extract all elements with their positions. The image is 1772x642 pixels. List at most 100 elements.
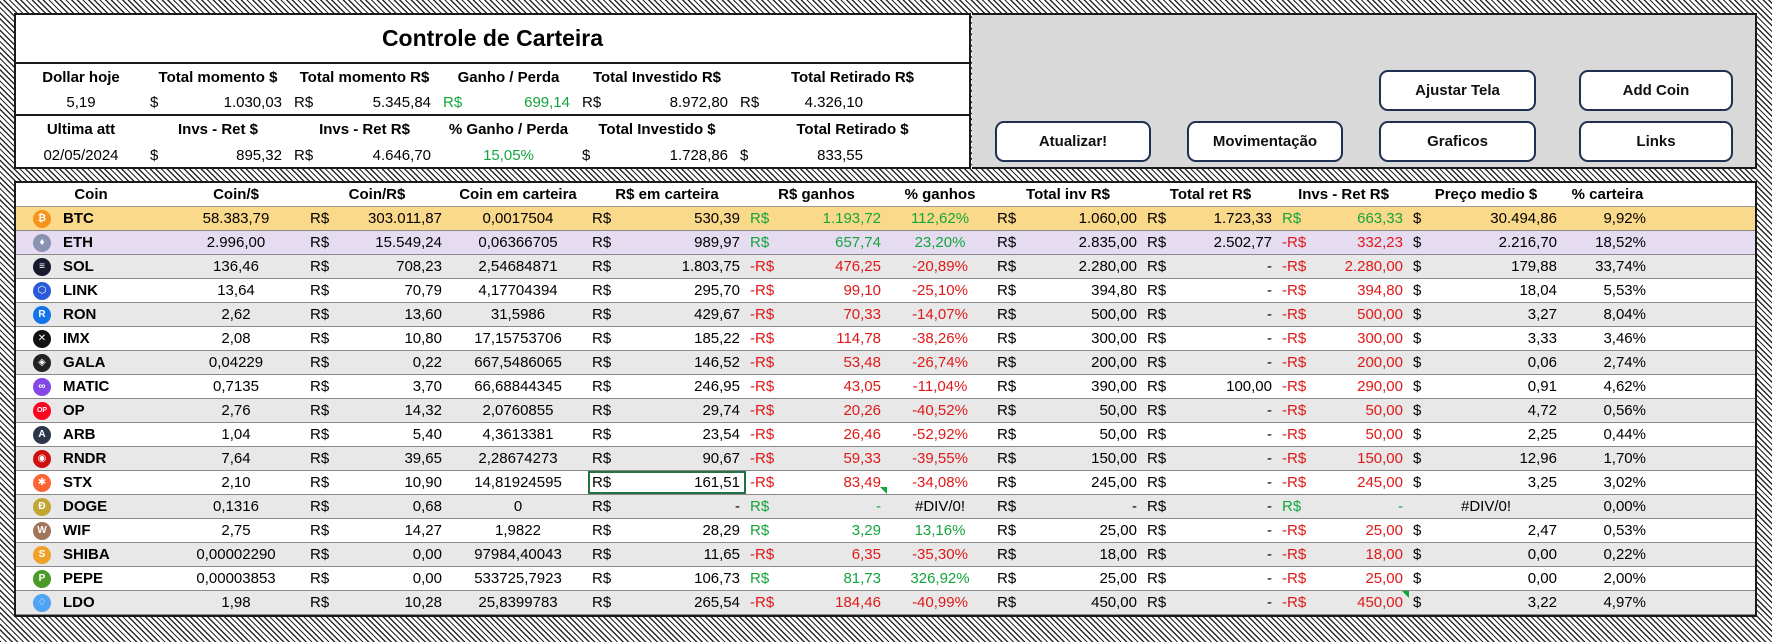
invs-ret-brl-cell[interactable]: -R$ 300,00 bbox=[1278, 327, 1409, 350]
pct-carteira-cell[interactable]: 0,56% bbox=[1603, 402, 1646, 419]
pct-ganhos-cell[interactable]: -20,89% bbox=[912, 258, 968, 275]
coin-brl-cell[interactable]: R$ 5,40 bbox=[306, 423, 448, 446]
coin-brl-cell[interactable]: R$ 39,65 bbox=[306, 447, 448, 470]
coin-cell[interactable]: OP OP bbox=[16, 399, 166, 422]
total-inv-brl-cell[interactable]: R$ 18,00 bbox=[993, 543, 1143, 566]
total-ret-brl-cell[interactable]: R$ - bbox=[1143, 519, 1278, 542]
pct-carteira-cell[interactable]: 8,04% bbox=[1603, 306, 1646, 323]
invs-ret-brl-cell[interactable]: R$ - bbox=[1278, 495, 1409, 518]
ganho-perda-cell[interactable]: R$ 699,14 bbox=[439, 90, 578, 114]
coin-usd-cell[interactable]: 1,04 bbox=[221, 426, 251, 443]
coin-cell[interactable]: P PEPE bbox=[16, 567, 166, 590]
preco-medio-usd-cell[interactable]: $0,00 bbox=[1409, 567, 1563, 590]
coin-cell[interactable]: ♢ LDO bbox=[16, 591, 166, 614]
invs-ret-brl-cell[interactable]: -R$ 25,00 bbox=[1278, 519, 1409, 542]
ajustar-tela-button[interactable]: Ajustar Tela bbox=[1379, 70, 1536, 111]
pct-ganhos-cell[interactable]: -26,74% bbox=[912, 354, 968, 371]
brl-em-carteira-cell[interactable]: R$ 11,65 bbox=[588, 543, 746, 566]
pct-ganhos-cell[interactable]: -14,07% bbox=[912, 306, 968, 323]
preco-medio-usd-cell[interactable]: $2,25 bbox=[1409, 423, 1563, 446]
coin-cell[interactable]: ∞ MATIC bbox=[16, 375, 166, 398]
dollar-hoje-cell[interactable]: 5,19 bbox=[66, 93, 96, 111]
total-ret-brl-cell[interactable]: R$ - bbox=[1143, 303, 1278, 326]
graficos-button[interactable]: Graficos bbox=[1379, 121, 1536, 162]
preco-medio-usd-cell[interactable]: $179,88 bbox=[1409, 255, 1563, 278]
brl-ganhos-cell[interactable]: R$ 657,74 bbox=[746, 231, 887, 254]
brl-ganhos-cell[interactable]: R$ 3,29 bbox=[746, 519, 887, 542]
pct-ganhos-cell[interactable]: -34,08% bbox=[912, 474, 968, 491]
invs-ret-brl-cell[interactable]: -R$ 290,00 bbox=[1278, 375, 1409, 398]
coin-cell[interactable]: ✕ IMX bbox=[16, 327, 166, 350]
brl-ganhos-cell[interactable]: -R$ 70,33 bbox=[746, 303, 887, 326]
coin-cell[interactable]: A ARB bbox=[16, 423, 166, 446]
coin-em-carteira-cell[interactable]: 66,68844345 bbox=[474, 378, 562, 395]
invs-ret-brl-cell[interactable]: -R$ 18,00 bbox=[1278, 543, 1409, 566]
coin-brl-cell[interactable]: R$ 70,79 bbox=[306, 279, 448, 302]
brl-em-carteira-cell[interactable]: R$ 429,67 bbox=[588, 303, 746, 326]
total-ret-brl-cell[interactable]: R$ - bbox=[1143, 279, 1278, 302]
coin-brl-cell[interactable]: R$ 10,80 bbox=[306, 327, 448, 350]
pct-ganhos-cell[interactable]: #DIV/0! bbox=[914, 498, 966, 515]
invs-ret-brl-cell[interactable]: -R$ 450,00 bbox=[1278, 591, 1409, 614]
brl-em-carteira-cell[interactable]: R$ 989,97 bbox=[588, 231, 746, 254]
brl-em-carteira-cell[interactable]: R$ 295,70 bbox=[588, 279, 746, 302]
total-ret-brl-cell[interactable]: R$ - bbox=[1143, 255, 1278, 278]
coin-em-carteira-cell[interactable]: 17,15753706 bbox=[474, 330, 562, 347]
invs-ret-usd-cell[interactable]: $ 895,32 bbox=[146, 142, 290, 168]
invs-ret-brl-cell[interactable]: -R$ 332,23 bbox=[1278, 231, 1409, 254]
coin-em-carteira-cell[interactable]: 0 bbox=[513, 498, 523, 515]
atualizar-button[interactable]: Atualizar! bbox=[995, 121, 1151, 162]
total-ret-brl-cell[interactable]: R$ 2.502,77 bbox=[1143, 231, 1278, 254]
coin-usd-cell[interactable]: 0,00003853 bbox=[196, 570, 276, 587]
pct-carteira-cell[interactable]: 0,53% bbox=[1603, 522, 1646, 539]
preco-medio-usd-cell[interactable]: $18,04 bbox=[1409, 279, 1563, 302]
coin-usd-cell[interactable]: 2,62 bbox=[221, 306, 251, 323]
pct-ganhos-cell[interactable]: 23,20% bbox=[914, 234, 966, 251]
pct-ganhos-cell[interactable]: -38,26% bbox=[912, 330, 968, 347]
invs-ret-brl-cell[interactable]: -R$ 25,00 bbox=[1278, 567, 1409, 590]
total-inv-brl-cell[interactable]: R$ 25,00 bbox=[993, 567, 1143, 590]
total-momento-usd-cell[interactable]: $ 1.030,03 bbox=[146, 90, 290, 114]
preco-medio-usd-cell[interactable]: #DIV/0! bbox=[1460, 498, 1512, 515]
preco-medio-usd-cell[interactable]: $0,06 bbox=[1409, 351, 1563, 374]
total-ret-brl-cell[interactable]: R$ - bbox=[1143, 567, 1278, 590]
pct-carteira-cell[interactable]: 4,97% bbox=[1603, 594, 1646, 611]
brl-em-carteira-cell[interactable]: R$ 1.803,75 bbox=[588, 255, 746, 278]
total-momento-brl-cell[interactable]: R$ 5.345,84 bbox=[290, 90, 439, 114]
pct-carteira-cell[interactable]: 3,02% bbox=[1603, 474, 1646, 491]
coin-usd-cell[interactable]: 0,7135 bbox=[213, 378, 259, 395]
coin-cell[interactable]: ✱ STX bbox=[16, 471, 166, 494]
coin-usd-cell[interactable]: 136,46 bbox=[213, 258, 259, 275]
total-ret-brl-cell[interactable]: R$ - bbox=[1143, 471, 1278, 494]
preco-medio-usd-cell[interactable]: $2.216,70 bbox=[1409, 231, 1563, 254]
coin-em-carteira-cell[interactable]: 2,28674273 bbox=[478, 450, 558, 467]
coin-brl-cell[interactable]: R$ 708,23 bbox=[306, 255, 448, 278]
invs-ret-brl-cell[interactable]: -R$ 150,00 bbox=[1278, 447, 1409, 470]
invs-ret-brl-cell[interactable]: -R$ 200,00 bbox=[1278, 351, 1409, 374]
coin-brl-cell[interactable]: R$ 0,22 bbox=[306, 351, 448, 374]
coin-brl-cell[interactable]: R$ 0,68 bbox=[306, 495, 448, 518]
ultima-att-cell[interactable]: 02/05/2024 bbox=[43, 146, 119, 164]
coin-cell[interactable]: ◈ GALA bbox=[16, 351, 166, 374]
brl-ganhos-cell[interactable]: -R$ 476,25 bbox=[746, 255, 887, 278]
coin-usd-cell[interactable]: 58.383,79 bbox=[202, 210, 270, 227]
coin-cell[interactable]: ₿ BTC bbox=[16, 207, 166, 230]
brl-em-carteira-cell[interactable]: R$ - bbox=[588, 495, 746, 518]
coin-cell[interactable]: Ð DOGE bbox=[16, 495, 166, 518]
coin-em-carteira-cell[interactable]: 0,0017504 bbox=[482, 210, 554, 227]
total-inv-brl-cell[interactable]: R$ - bbox=[993, 495, 1143, 518]
pct-carteira-cell[interactable]: 0,22% bbox=[1603, 546, 1646, 563]
total-ret-brl-cell[interactable]: R$ - bbox=[1143, 495, 1278, 518]
preco-medio-usd-cell[interactable]: $30.494,86 bbox=[1409, 207, 1563, 230]
invs-ret-brl-cell[interactable]: R$ 663,33 bbox=[1278, 207, 1409, 230]
total-inv-brl-cell[interactable]: R$ 1.060,00 bbox=[993, 207, 1143, 230]
total-inv-brl-cell[interactable]: R$ 2.280,00 bbox=[993, 255, 1143, 278]
invs-ret-brl-cell[interactable]: -R$ 50,00 bbox=[1278, 423, 1409, 446]
total-ret-brl-cell[interactable]: R$ - bbox=[1143, 399, 1278, 422]
brl-ganhos-cell[interactable]: -R$ 26,46 bbox=[746, 423, 887, 446]
coin-brl-cell[interactable]: R$ 14,27 bbox=[306, 519, 448, 542]
coin-usd-cell[interactable]: 2,76 bbox=[221, 402, 251, 419]
coin-em-carteira-cell[interactable]: 4,17704394 bbox=[478, 282, 558, 299]
pct-ganho-perda-cell[interactable]: 15,05% bbox=[483, 146, 534, 164]
total-retirado-brl-cell[interactable]: R$ 4.326,10 bbox=[736, 90, 871, 114]
